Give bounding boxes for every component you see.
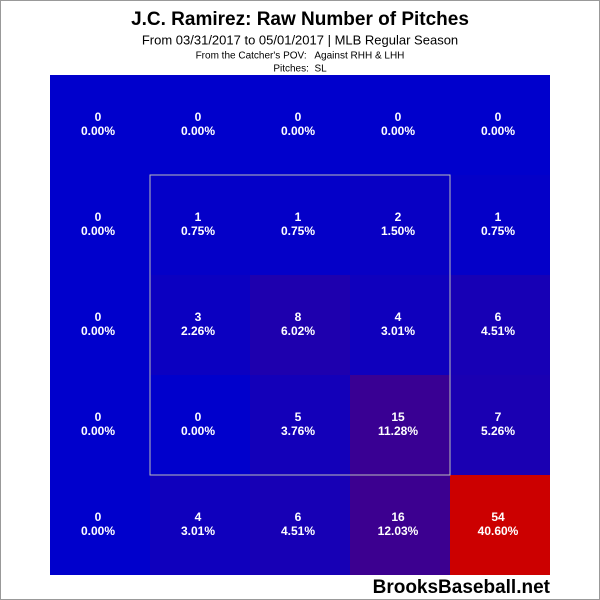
cell xyxy=(50,475,150,575)
cell xyxy=(250,375,350,475)
cell-count: 0 xyxy=(95,110,102,124)
cell-percent: 3.01% xyxy=(181,524,215,538)
cell-count: 6 xyxy=(295,510,302,524)
cell-count: 0 xyxy=(95,310,102,324)
cell xyxy=(150,475,250,575)
cell-count: 5 xyxy=(295,410,302,424)
cell xyxy=(150,375,250,475)
cell-count: 0 xyxy=(195,110,202,124)
cell-count: 2 xyxy=(395,210,402,224)
cell xyxy=(250,475,350,575)
cell xyxy=(150,175,250,275)
chart-title: J.C. Ramirez: Raw Number of Pitches xyxy=(131,9,469,30)
cell xyxy=(350,475,450,575)
cell xyxy=(50,75,150,175)
cell-percent: 1.50% xyxy=(381,224,415,238)
cell-percent: 5.26% xyxy=(481,424,515,438)
note: From the Catcher's POV: Against RHH & LH… xyxy=(196,51,405,62)
cell-count: 0 xyxy=(395,110,402,124)
cell-percent: 0.00% xyxy=(181,424,215,438)
cell xyxy=(50,175,150,275)
cell xyxy=(350,75,450,175)
cell-count: 3 xyxy=(195,310,202,324)
cell-percent: 0.00% xyxy=(81,124,115,138)
cell-percent: 0.00% xyxy=(81,224,115,238)
cell xyxy=(450,275,550,375)
cell xyxy=(350,275,450,375)
cell-percent: 40.60% xyxy=(478,524,519,538)
cell-count: 0 xyxy=(95,410,102,424)
cell-percent: 2.26% xyxy=(181,324,215,338)
source: BrooksBaseball.net xyxy=(373,577,551,598)
cell xyxy=(250,75,350,175)
cell xyxy=(150,75,250,175)
cell-percent: 6.02% xyxy=(281,324,315,338)
cell-percent: 0.00% xyxy=(81,524,115,538)
cell-percent: 3.01% xyxy=(381,324,415,338)
cell-percent: 0.75% xyxy=(281,224,315,238)
cell xyxy=(450,475,550,575)
cell xyxy=(350,175,450,275)
cell-percent: 0.00% xyxy=(381,124,415,138)
cell-percent: 0.75% xyxy=(481,224,515,238)
cell-count: 0 xyxy=(495,110,502,124)
cell-count: 0 xyxy=(295,110,302,124)
cell-percent: 12.03% xyxy=(378,524,419,538)
cell xyxy=(450,75,550,175)
cell-count: 6 xyxy=(495,310,502,324)
cell xyxy=(450,175,550,275)
cell-percent: 3.76% xyxy=(281,424,315,438)
cell-count: 16 xyxy=(391,510,405,524)
cell-count: 0 xyxy=(95,210,102,224)
grid: 00.00%00.00%00.00%00.00%00.00%00.00%10.7… xyxy=(50,75,550,575)
cell-count: 4 xyxy=(395,310,402,324)
chart-subtitle: From 03/31/2017 to 05/01/2017 | MLB Regu… xyxy=(142,32,458,47)
cell-percent: 0.00% xyxy=(181,124,215,138)
cell-count: 1 xyxy=(495,210,502,224)
cell xyxy=(250,175,350,275)
cell-percent: 0.00% xyxy=(481,124,515,138)
cell-percent: 0.75% xyxy=(181,224,215,238)
cell xyxy=(50,275,150,375)
cell-count: 0 xyxy=(95,510,102,524)
cell-percent: 11.28% xyxy=(378,424,418,438)
cell xyxy=(450,375,550,475)
cell-percent: 0.00% xyxy=(81,424,115,438)
cell-percent: 4.51% xyxy=(281,524,315,538)
cell-percent: 0.00% xyxy=(281,124,315,138)
cell-count: 8 xyxy=(295,310,302,324)
strike-zone xyxy=(149,174,451,476)
note: Pitches: SL xyxy=(273,64,327,75)
cell xyxy=(50,375,150,475)
cell-count: 15 xyxy=(391,410,405,424)
cell-count: 54 xyxy=(491,510,505,524)
cell-count: 1 xyxy=(295,210,302,224)
cell-percent: 4.51% xyxy=(481,324,515,338)
cell-count: 1 xyxy=(195,210,202,224)
cell xyxy=(250,275,350,375)
cell xyxy=(350,375,450,475)
cell-count: 7 xyxy=(495,410,502,424)
cell-count: 4 xyxy=(195,510,202,524)
cell-percent: 0.00% xyxy=(81,324,115,338)
cell xyxy=(150,275,250,375)
cell-count: 0 xyxy=(195,410,202,424)
